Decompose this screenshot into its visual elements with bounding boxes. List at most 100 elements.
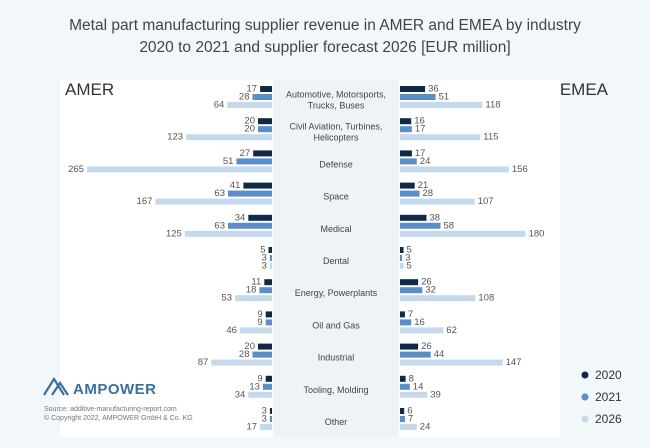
amer-bar-2021 <box>252 351 272 358</box>
amer-bar-2026 <box>260 424 272 430</box>
emea-bar-2026 <box>400 230 526 237</box>
amer-bar-2026 <box>87 166 272 173</box>
emea-value-label: 16 <box>414 317 425 328</box>
emea-value-label: 58 <box>444 220 455 231</box>
emea-bar-2026 <box>400 327 444 334</box>
emea-bar-2020 <box>400 150 412 157</box>
amer-value-label: 167 <box>137 196 153 207</box>
emea-value-label: 118 <box>485 100 500 111</box>
category-group: Tooling, Molding 9 8 13 14 34 39 <box>235 373 441 400</box>
emea-value-label: 39 <box>430 389 441 400</box>
amer-value-label: 64 <box>214 100 225 111</box>
category-label: Other <box>325 417 348 427</box>
emea-bar-2020 <box>400 247 404 253</box>
emea-bar-2021 <box>400 319 412 326</box>
amer-bar-2021 <box>228 222 272 229</box>
emea-value-label: 17 <box>415 124 426 135</box>
amer-value-label: 125 <box>166 228 182 239</box>
amer-value-label: 5 <box>260 245 265 256</box>
amer-value-label: 87 <box>198 357 209 368</box>
emea-bar-2021 <box>400 416 405 422</box>
emea-value-label: 8 <box>409 373 414 384</box>
emea-bar-2021 <box>400 351 431 358</box>
amer-value-label: 17 <box>247 84 258 95</box>
category-label: Helicopters <box>313 133 359 143</box>
amer-bar-2021 <box>262 383 272 390</box>
category-label: Automotive, Motorsports, <box>286 90 386 100</box>
emea-value-label: 14 <box>413 381 424 392</box>
category-group: Space 41 21 63 28 167 107 <box>137 180 494 207</box>
emea-bar-2020 <box>400 118 412 125</box>
emea-value-label: 6 <box>407 406 412 417</box>
category-label: Space <box>323 192 349 202</box>
category-group: Medical 34 38 63 58 125 180 <box>166 212 545 239</box>
emea-bar-2021 <box>400 222 441 229</box>
category-column <box>273 80 399 437</box>
emea-bar-2021 <box>400 383 410 390</box>
amer-bar-2026 <box>269 263 272 269</box>
emea-value-label: 21 <box>418 180 429 191</box>
emea-value-label: 107 <box>478 196 494 207</box>
emea-bar-2021 <box>400 287 423 294</box>
emea-value-label: 62 <box>446 325 457 336</box>
emea-value-label: 5 <box>407 245 412 256</box>
category-label: Trucks, Buses <box>308 101 365 111</box>
emea-bar-2026 <box>400 359 503 366</box>
emea-value-label: 36 <box>428 84 439 95</box>
emea-value-label: 115 <box>483 132 498 143</box>
amer-bar-2026 <box>239 327 272 334</box>
emea-bar-2026 <box>400 166 509 173</box>
emea-value-label: 7 <box>408 414 413 425</box>
legend: 2020 2021 2026 <box>581 368 622 426</box>
emea-value-label: 51 <box>439 92 450 103</box>
emea-bar-2020 <box>400 182 415 189</box>
amer-value-label: 46 <box>226 325 237 336</box>
amer-value-label: 34 <box>235 389 246 400</box>
legend-label-2020: 2020 <box>595 368 622 382</box>
legend-marker-2026 <box>581 415 589 423</box>
bars-layer: Automotive, Motorsports,Trucks, Buses 17 3… <box>68 84 544 433</box>
category-label: Oil and Gas <box>312 320 360 330</box>
category-group: Oil and Gas 9 7 9 16 46 62 <box>226 309 457 336</box>
emea-bar-2020 <box>400 214 427 221</box>
emea-bar-2021 <box>400 190 420 197</box>
amer-value-label: 27 <box>240 148 251 159</box>
amer-bar-2021 <box>269 255 272 261</box>
emea-bar-2026 <box>400 295 476 302</box>
emea-bar-2020 <box>400 279 419 286</box>
amer-value-label: 28 <box>239 349 250 360</box>
emea-bar-2020 <box>400 86 426 92</box>
emea-bar-2026 <box>400 263 404 269</box>
category-label: Industrial <box>318 353 355 363</box>
amer-value-label: 51 <box>223 156 234 167</box>
amer-bar-2021 <box>259 287 272 294</box>
emea-bar-2020 <box>400 311 405 318</box>
amer-bar-2020 <box>268 247 272 253</box>
ampower-logo-icon <box>43 376 69 396</box>
emea-value-label: 26 <box>421 341 432 352</box>
emea-value-label: 108 <box>478 293 494 304</box>
emea-value-label: 147 <box>506 357 522 368</box>
amer-value-label: 18 <box>246 285 257 296</box>
amer-bar-2026 <box>186 134 272 141</box>
category-label: Defense <box>319 159 353 169</box>
emea-value-label: 24 <box>420 156 431 167</box>
amer-bar-2021 <box>252 94 272 100</box>
chart-title-line-1: Metal part manufacturing supplier revenu… <box>69 17 581 34</box>
amer-value-label: 41 <box>230 180 241 191</box>
category-group: Energy, Powerplants 11 26 18 32 53 108 <box>221 277 494 304</box>
category-group: Other 3 6 3 7 17 24 <box>247 406 431 433</box>
category-group: Automotive, Motorsports,Trucks, Buses 17 3… <box>214 84 501 111</box>
emea-bar-2021 <box>400 126 412 133</box>
amer-bar-2020 <box>253 150 272 157</box>
amer-value-label: 63 <box>214 188 225 199</box>
amer-value-label: 17 <box>247 422 258 433</box>
emea-bar-2021 <box>400 255 403 261</box>
emea-bar-2026 <box>400 391 428 398</box>
amer-value-label: 9 <box>257 373 262 384</box>
emea-value-label: 44 <box>434 349 445 360</box>
emea-value-label: 38 <box>430 212 441 223</box>
amer-value-label: 3 <box>262 261 267 272</box>
